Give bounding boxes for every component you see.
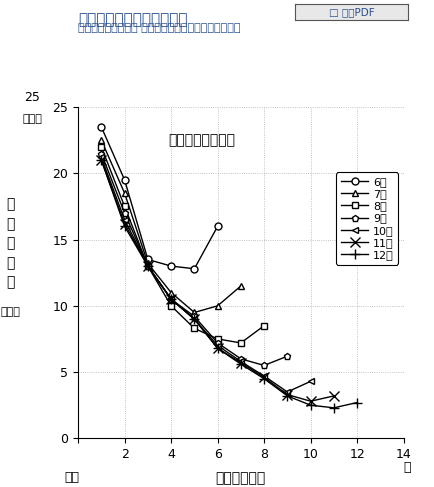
8山	[238, 340, 243, 346]
Line: 8山: 8山	[98, 143, 268, 346]
9山	[262, 362, 267, 368]
12山	[168, 296, 174, 302]
11山	[262, 375, 267, 380]
9山	[145, 263, 151, 269]
6山	[122, 177, 127, 183]
9山	[168, 296, 174, 302]
12山	[331, 405, 336, 411]
9山	[238, 356, 243, 362]
11山	[145, 263, 151, 269]
Text: ねじ山の番号: ねじ山の番号	[216, 471, 266, 486]
8山	[168, 303, 174, 309]
10山	[238, 358, 243, 364]
8山	[99, 144, 104, 150]
Text: 担: 担	[7, 256, 15, 270]
10山	[192, 316, 197, 322]
10山	[215, 343, 220, 349]
Text: 分: 分	[7, 237, 15, 250]
10山	[168, 296, 174, 302]
Text: 座面: 座面	[64, 471, 79, 485]
Line: 7山: 7山	[98, 137, 244, 316]
11山	[99, 157, 104, 163]
7山	[122, 190, 127, 196]
Text: （％）: （％）	[1, 307, 21, 317]
Line: 12山: 12山	[96, 155, 362, 412]
9山	[215, 340, 220, 346]
Line: 11山: 11山	[96, 155, 339, 406]
11山	[308, 398, 313, 404]
11山	[238, 360, 243, 366]
11山	[168, 296, 174, 302]
6山	[192, 266, 197, 272]
10山	[122, 217, 127, 223]
Text: 率: 率	[7, 276, 15, 289]
10山	[99, 154, 104, 160]
6山	[215, 224, 220, 229]
Text: 25: 25	[25, 91, 40, 104]
8山	[122, 204, 127, 209]
6山	[99, 124, 104, 130]
10山	[145, 263, 151, 269]
7山	[215, 303, 220, 309]
10山	[262, 373, 267, 379]
7山	[238, 283, 243, 289]
9山	[122, 210, 127, 216]
8山	[215, 336, 220, 342]
12山	[215, 345, 220, 351]
12山	[355, 400, 360, 406]
11山	[215, 345, 220, 351]
12山	[238, 361, 243, 367]
11山	[122, 221, 127, 226]
Text: □ 詳細PDF: □ 詳細PDF	[329, 7, 375, 18]
Text: 荷: 荷	[7, 198, 15, 211]
11山	[192, 316, 197, 322]
Text: 摩擦係数＝０．１: 摩擦係数＝０．１	[168, 133, 235, 147]
8山	[192, 325, 197, 331]
6山	[168, 263, 174, 269]
7山	[145, 261, 151, 266]
Text: ねじ山の荷重分担率グラフ: ねじ山の荷重分担率グラフ	[78, 12, 187, 27]
10山	[285, 389, 290, 395]
12山	[308, 402, 313, 408]
10山	[308, 378, 313, 384]
9山	[285, 353, 290, 359]
Text: 山: 山	[404, 462, 411, 474]
8山	[262, 323, 267, 329]
12山	[192, 316, 197, 322]
Line: 6山: 6山	[98, 124, 221, 272]
Text: 重: 重	[7, 217, 15, 231]
Line: 9山: 9山	[98, 150, 291, 369]
8山	[145, 263, 151, 269]
6山	[145, 257, 151, 262]
9山	[99, 150, 104, 156]
12山	[99, 157, 104, 163]
12山	[285, 393, 290, 399]
11山	[331, 393, 336, 399]
11山	[285, 392, 290, 397]
9山	[192, 314, 197, 319]
7山	[99, 137, 104, 143]
Text: （データ：神戸大学 福岡研究室の計算結果から抜粋）: （データ：神戸大学 福岡研究室の計算結果から抜粋）	[78, 23, 240, 33]
12山	[262, 376, 267, 382]
Legend: 6山, 7山, 8山, 9山, 10山, 11山, 12山: 6山, 7山, 8山, 9山, 10山, 11山, 12山	[336, 172, 398, 264]
12山	[122, 224, 127, 229]
Text: （％）: （％）	[23, 114, 43, 124]
7山	[192, 310, 197, 316]
7山	[168, 290, 174, 296]
12山	[145, 263, 151, 269]
Line: 10山: 10山	[98, 154, 314, 395]
